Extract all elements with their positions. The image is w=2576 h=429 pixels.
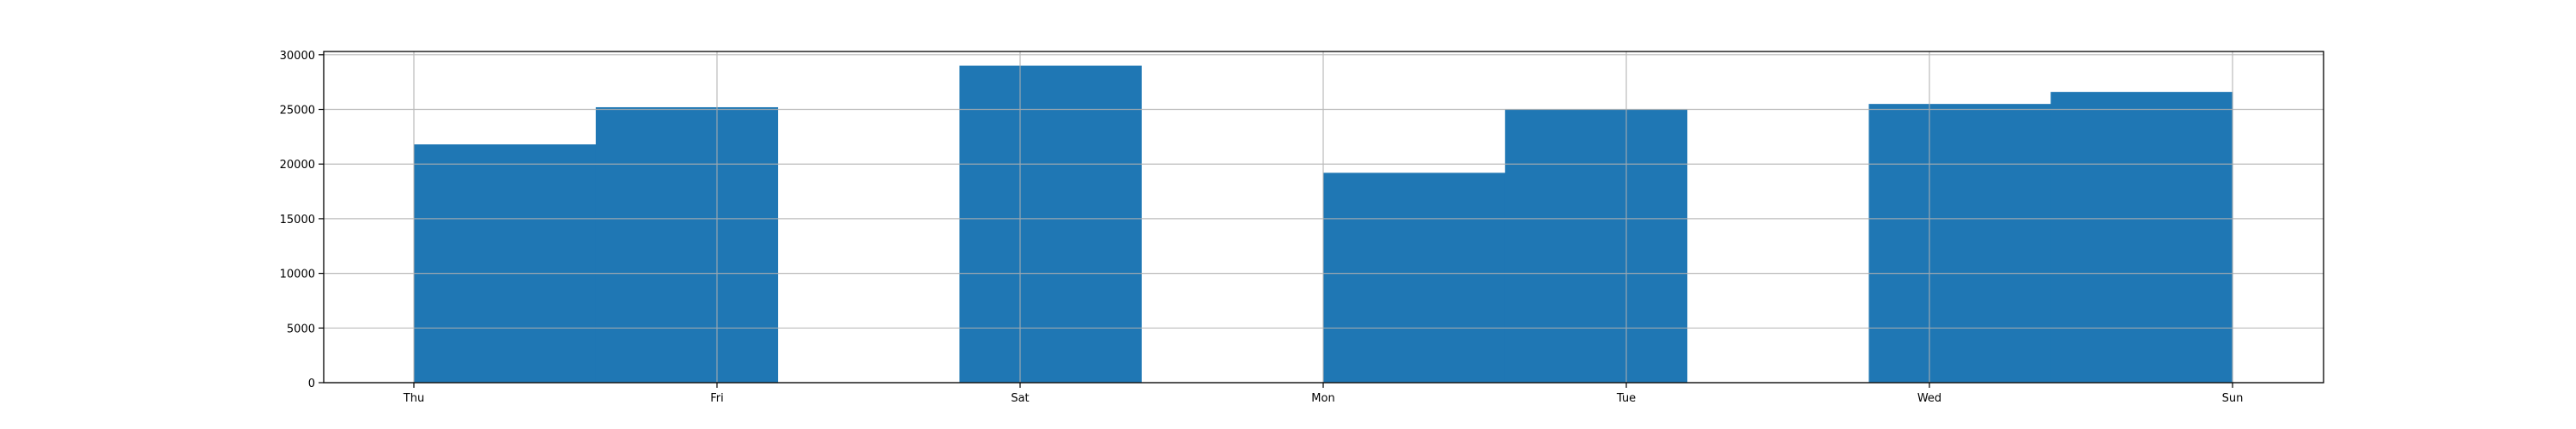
x-tick-label: Tue [1616,392,1636,405]
y-tick-label: 5000 [287,323,315,335]
x-tick-label: Sun [2222,392,2244,405]
bar [1323,172,1506,383]
axes-frame [323,51,2324,384]
bar [414,144,597,384]
bar [1504,109,1688,383]
x-tick-label: Thu [403,392,424,405]
tick-labels: 0 5000 10000 15000 20000 25000 30000 Thu Fri Sat M… [280,50,2244,405]
y-tick-label: 15000 [280,214,315,227]
y-tick-label: 30000 [280,50,315,63]
bar [959,65,1142,383]
bar [1868,104,2051,384]
x-tick-label: Mon [1311,392,1334,405]
x-tick-label: Fri [710,392,724,405]
bar-series [414,65,2233,384]
bar [2050,92,2233,383]
y-tick-label: 25000 [280,105,315,118]
y-tick-label: 20000 [280,159,315,172]
x-tick-label: Wed [1917,392,1941,405]
y-tick-label: 0 [308,378,315,390]
x-tick-label: Sat [1011,392,1029,405]
bar [595,106,779,383]
y-tick-label: 10000 [280,269,315,281]
axes [319,51,2324,388]
